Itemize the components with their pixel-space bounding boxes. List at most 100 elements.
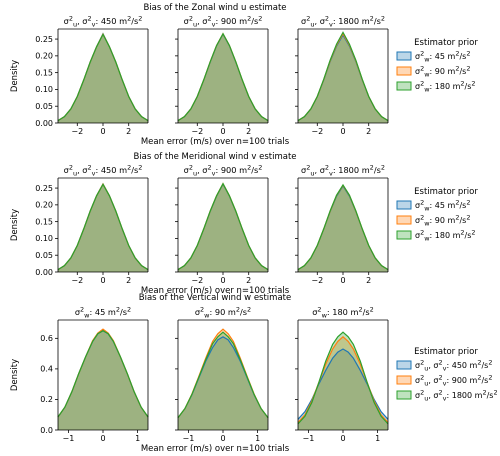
density-fill-series-1 xyxy=(178,336,268,430)
x-tick-label: 0 xyxy=(220,127,225,136)
legend-swatch-2 xyxy=(396,215,412,225)
panel-title: σ2u, σ2v: 1800 m2/s2 xyxy=(301,15,385,29)
density-fill-series-1 xyxy=(298,35,388,123)
panel-title: σ2w: 90 m2/s2 xyxy=(195,306,251,320)
legend-swatch-2 xyxy=(396,375,412,385)
legend-title: Estimator prior xyxy=(414,347,478,357)
density-fill-series-3 xyxy=(298,32,388,123)
legend-swatch-2 xyxy=(396,66,412,76)
density-line-series-3 xyxy=(177,331,269,419)
y-tick-label: 0.20 xyxy=(35,52,53,61)
density-line-series-3 xyxy=(297,183,389,271)
panel-3-3: σ2w: 180 m2/s2 −1 0 1 xyxy=(295,306,389,443)
x-tick-label: 1 xyxy=(255,434,260,443)
x-tick-label: 0 xyxy=(220,276,225,285)
x-tick-label: −2 xyxy=(311,127,323,136)
legend-entry-1: σ2w: 45 m2/s2 xyxy=(415,199,470,213)
density-fill-series-1 xyxy=(178,34,268,123)
x-tick-label: 0 xyxy=(340,434,345,443)
x-tick-label: 1 xyxy=(375,434,380,443)
x-axis-label: Mean error (m/s) over n=100 trials xyxy=(141,137,290,147)
x-tick-label: −2 xyxy=(71,127,83,136)
panel-title: σ2u, σ2v: 450 m2/s2 xyxy=(64,164,143,178)
density-line-series-3 xyxy=(297,331,389,425)
density-fill-series-3 xyxy=(298,185,388,272)
panel-3-1: σ2w: 45 m2/s2 −1 0 1 0.0 0.2 0.4 0.6 xyxy=(40,306,149,443)
panel-2-3: σ2u, σ2v: 1800 m2/s2 −2 0 2 xyxy=(295,164,389,285)
x-tick-label: −2 xyxy=(191,276,203,285)
y-tick-label: 0.4 xyxy=(40,365,53,374)
x-tick-label: 0 xyxy=(220,434,225,443)
x-tick-label: 0 xyxy=(100,276,105,285)
x-tick-label: 2 xyxy=(246,276,251,285)
chart-row-1: Bias of the Zonal wind u estimate Density… xyxy=(10,3,478,147)
density-fill-series-3 xyxy=(58,184,148,272)
density-fill-series-2 xyxy=(298,185,388,272)
y-tick-label: 0.00 xyxy=(35,119,53,128)
legend-swatch-3 xyxy=(396,230,412,240)
y-tick-label: 0.2 xyxy=(40,395,53,404)
density-fill-series-1 xyxy=(58,33,148,124)
x-tick-label: −1 xyxy=(302,434,314,443)
density-fill-series-2 xyxy=(178,183,268,272)
chart-title: Bias of the Vertical wind w estimate xyxy=(139,293,291,303)
panel-2-2: σ2u, σ2v: 900 m2/s2 −2 0 2 xyxy=(175,164,269,285)
x-axis-label: Mean error (m/s) over n=100 trials xyxy=(141,444,290,454)
density-line-series-3 xyxy=(57,329,149,418)
x-tick-label: 2 xyxy=(366,127,371,136)
y-tick-label: 0.10 xyxy=(35,85,53,94)
x-tick-label: 0 xyxy=(100,434,105,443)
density-line-series-3 xyxy=(177,182,269,271)
y-tick-label: 0.20 xyxy=(35,201,53,210)
panel-2-1: σ2u, σ2v: 450 m2/s2 −2 0 2 0.00 0.05 0.10 0.15 0… xyxy=(35,164,149,285)
density-fill-series-3 xyxy=(178,33,268,124)
legend-swatch-3 xyxy=(396,390,412,400)
density-fill-series-2 xyxy=(298,336,388,430)
chart-row-3: Bias of the Vertical wind w estimate Dens… xyxy=(10,293,498,454)
legend-title: Estimator prior xyxy=(414,187,478,197)
chart-row-2: Bias of the Meridional wind v estimate De… xyxy=(10,152,478,296)
x-tick-label: 2 xyxy=(126,127,131,136)
x-tick-label: −1 xyxy=(182,434,194,443)
y-tick-label: 0.6 xyxy=(40,334,53,343)
y-axis-label: Density xyxy=(10,209,20,241)
density-fill-series-3 xyxy=(58,330,148,430)
density-fill-series-2 xyxy=(58,184,148,272)
density-fill-series-2 xyxy=(298,33,388,124)
y-tick-label: 0.25 xyxy=(35,35,53,44)
panel-title: σ2w: 180 m2/s2 xyxy=(312,306,374,320)
panel-title: σ2w: 45 m2/s2 xyxy=(75,306,131,320)
density-line-series-3 xyxy=(177,32,269,122)
legend-entry-3: σ2w: 180 m2/s2 xyxy=(415,80,476,94)
y-axis-label: Density xyxy=(10,60,20,92)
legend-swatch-3 xyxy=(396,81,412,91)
density-fill-series-1 xyxy=(298,186,388,272)
chart-title: Bias of the Zonal wind u estimate xyxy=(143,3,286,13)
density-fill-series-2 xyxy=(178,33,268,124)
x-tick-label: 0 xyxy=(340,127,345,136)
legend-entry-1: σ2u, σ2v: 450 m2/s2 xyxy=(415,359,493,373)
x-tick-label: 2 xyxy=(366,276,371,285)
panel-3-2: σ2w: 90 m2/s2 −1 0 1 xyxy=(175,306,269,443)
density-fill-series-3 xyxy=(58,34,148,124)
legend-swatch-1 xyxy=(396,51,412,61)
density-fill-series-2 xyxy=(178,329,268,430)
legend-entry-2: σ2u, σ2v: 900 m2/s2 xyxy=(415,374,493,388)
x-tick-label: 2 xyxy=(246,127,251,136)
legend-entry-2: σ2w: 90 m2/s2 xyxy=(415,65,470,79)
x-tick-label: −2 xyxy=(191,127,203,136)
density-fill-series-1 xyxy=(298,349,388,430)
chart-title: Bias of the Meridional wind v estimate xyxy=(133,152,296,162)
legend-entry-3: σ2u, σ2v: 1800 m2/s2 xyxy=(415,389,498,403)
x-axis-label: Mean error (m/s) over n=100 trials xyxy=(141,286,290,296)
legend-swatch-1 xyxy=(396,200,412,210)
legend-swatch-1 xyxy=(396,360,412,370)
legend-entry-2: σ2w: 90 m2/s2 xyxy=(415,214,470,228)
y-tick-label: 0.0 xyxy=(40,426,53,435)
x-tick-label: −1 xyxy=(62,434,74,443)
density-fill-series-3 xyxy=(298,332,388,430)
panel-title: σ2u, σ2v: 900 m2/s2 xyxy=(184,15,263,29)
